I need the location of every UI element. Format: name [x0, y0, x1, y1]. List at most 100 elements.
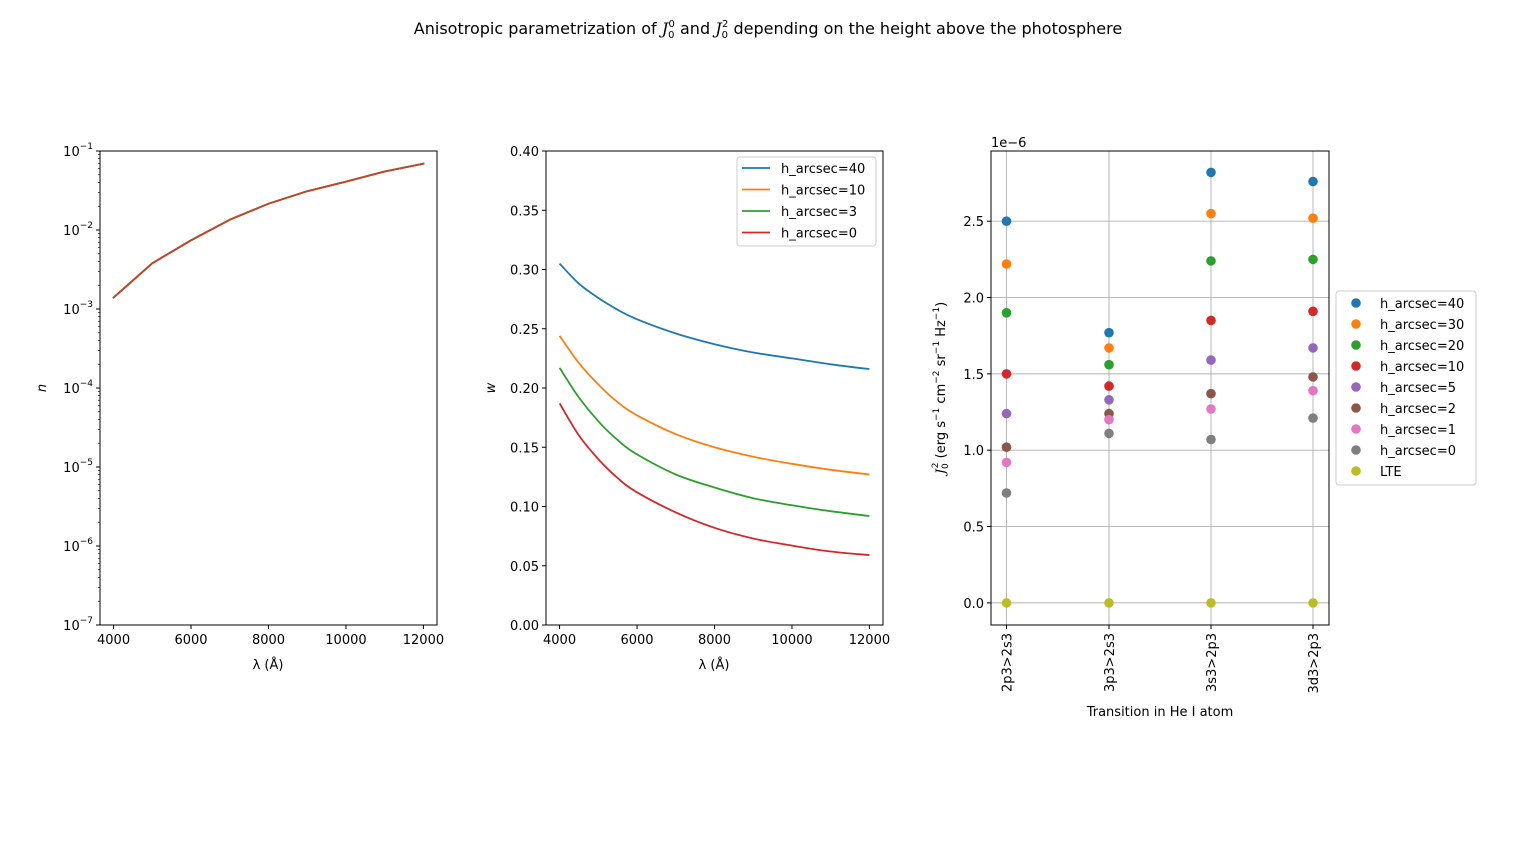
y-tick-label: 0.0 — [963, 597, 984, 612]
y-tick-label: 0.30 — [510, 264, 539, 279]
y-tick-label: 0.15 — [510, 441, 539, 456]
point-lte-2 — [1206, 598, 1216, 608]
y-tick-label: 2.0 — [963, 292, 984, 307]
y-tick-label: 0.20 — [510, 382, 539, 397]
legend-label: h_arcsec=10 — [1380, 360, 1464, 375]
legend-label: h_arcsec=30 — [1380, 318, 1464, 333]
y-tick-label: 10−4 — [63, 379, 93, 397]
legend-label: h_arcsec=2 — [1380, 402, 1456, 417]
legend-label: h_arcsec=1 — [1380, 423, 1456, 438]
x-axis-label: Transition in He I atom — [1086, 705, 1234, 720]
y-tick-label: 1.5 — [963, 368, 984, 383]
legend-label: h_arcsec=20 — [1380, 339, 1464, 354]
y-tick-label: 0.35 — [510, 204, 539, 219]
legend-marker-1 — [1351, 319, 1361, 329]
x-tick-label: 12000 — [849, 633, 890, 648]
point-h-arcsec-5-1 — [1104, 395, 1114, 405]
point-h-arcsec-2-0 — [1001, 442, 1012, 453]
legend-label: h_arcsec=5 — [1380, 381, 1456, 396]
legend-marker-2 — [1351, 340, 1361, 350]
x-tick-label: 3p3>2s3 — [1103, 633, 1118, 692]
x-tick-label: 10000 — [325, 633, 366, 648]
y-tick-label: 10−2 — [63, 221, 93, 239]
legend-marker-0 — [1351, 298, 1361, 308]
panel-J02-per-transition: 2p3>2s3 3p3>2s3 3s3>2p3 3d3>2p3 0.0 0.5 1.0 1.… — [931, 136, 1477, 720]
point-lte-3 — [1308, 598, 1318, 608]
x-axis-label: λ (Å) — [699, 657, 730, 673]
legend-label: h_arcsec=0 — [1380, 444, 1456, 459]
legend-marker-8 — [1351, 466, 1361, 476]
series-line-0 — [558, 262, 870, 370]
legend-box — [736, 156, 877, 247]
series-line-3 — [112, 162, 425, 299]
point-h-arcsec-10-1 — [1104, 381, 1114, 391]
y-tick-label: 10−5 — [63, 458, 93, 476]
legend-marker-6 — [1351, 424, 1361, 434]
figure-suptitle: Anisotropic parametrization of J00 and J… — [414, 19, 1122, 41]
y-axis-label: J02 (erg s−1 cm−2 sr−1 Hz−1) — [931, 302, 951, 477]
point-h-arcsec-20-2 — [1206, 256, 1216, 266]
y-tick-label: 10−7 — [63, 616, 93, 634]
x-tick-label: 2p3>2s3 — [1001, 633, 1016, 692]
scatter-points — [1001, 167, 1318, 608]
x-axis-label: λ (Å) — [253, 657, 284, 673]
y-tick-label: 0.25 — [510, 323, 539, 338]
x-tick-label: 4000 — [543, 633, 576, 648]
y-tick-label: 10−3 — [63, 300, 93, 318]
y-tick-label: 0.40 — [510, 145, 539, 160]
legend-label: h_arcsec=0 — [781, 227, 857, 242]
point-h-arcsec-10-0 — [1001, 369, 1012, 379]
x-tick-label: 6000 — [620, 633, 653, 648]
y-tick-label: 1.0 — [963, 444, 984, 459]
point-h-arcsec-40-0 — [1001, 216, 1012, 226]
point-h-arcsec-0-3 — [1308, 413, 1318, 423]
series-line-1 — [558, 335, 870, 476]
legend-marker-4 — [1351, 382, 1361, 392]
point-h-arcsec-30-0 — [1001, 259, 1012, 269]
legend-box — [1335, 290, 1477, 486]
legend-marker-7 — [1351, 445, 1361, 455]
point-h-arcsec-0-0 — [1001, 488, 1012, 498]
point-h-arcsec-5-0 — [1001, 408, 1012, 419]
y-tick-label: 2.5 — [963, 215, 984, 230]
point-h-arcsec-10-3 — [1308, 306, 1318, 317]
y-tick-label: 0.5 — [963, 521, 984, 536]
legend-label: h_arcsec=40 — [781, 162, 865, 177]
x-tick-label: 12000 — [403, 633, 444, 648]
point-h-arcsec-0-1 — [1104, 428, 1114, 439]
y-tick-label: 0.00 — [510, 619, 539, 634]
point-h-arcsec-30-2 — [1206, 208, 1216, 219]
y-axis-label: w — [484, 382, 499, 393]
x-tick-label: 3d3>2p3 — [1307, 633, 1322, 693]
point-h-arcsec-1-0 — [1001, 457, 1012, 468]
x-tick-label: 8000 — [252, 633, 285, 648]
legend: h_arcsec=40 h_arcsec=30 h_arcsec=20 h_arcse… — [1335, 290, 1477, 486]
point-h-arcsec-20-3 — [1308, 254, 1318, 265]
point-h-arcsec-20-1 — [1104, 359, 1114, 370]
y-tick-label: 0.05 — [510, 560, 539, 575]
y-tick-label: 10−1 — [63, 142, 93, 160]
point-lte-0 — [1001, 598, 1012, 608]
legend-marker-3 — [1351, 361, 1361, 371]
legend-marker-5 — [1351, 403, 1361, 413]
n-lines — [112, 162, 425, 299]
y-tick-label: 10−6 — [63, 537, 93, 555]
point-h-arcsec-40-1 — [1104, 327, 1114, 338]
point-h-arcsec-1-1 — [1104, 414, 1114, 425]
panel-n-vs-wavelength: 4000 6000 8000 10000 12000 10−7 10−6 10−5 10−4 1… — [35, 142, 444, 673]
legend-label: h_arcsec=3 — [781, 205, 857, 220]
point-h-arcsec-2-3 — [1308, 372, 1318, 382]
x-tick-label: 4000 — [97, 633, 130, 648]
y-tick-label: 0.10 — [510, 501, 539, 516]
legend-label: h_arcsec=10 — [781, 184, 865, 199]
series-line-3 — [558, 402, 870, 556]
point-h-arcsec-30-1 — [1104, 343, 1114, 353]
point-h-arcsec-40-2 — [1206, 167, 1216, 178]
panel-w-vs-wavelength: 4000 6000 8000 10000 12000 0.00 0.05 0.10 0.15 0… — [484, 145, 890, 673]
x-tick-label: 8000 — [698, 633, 731, 648]
point-h-arcsec-1-2 — [1206, 404, 1216, 414]
x-tick-label: 10000 — [771, 633, 812, 648]
series-line-2 — [558, 367, 870, 517]
y-axis-label: n — [35, 384, 50, 392]
point-h-arcsec-30-3 — [1308, 213, 1318, 223]
